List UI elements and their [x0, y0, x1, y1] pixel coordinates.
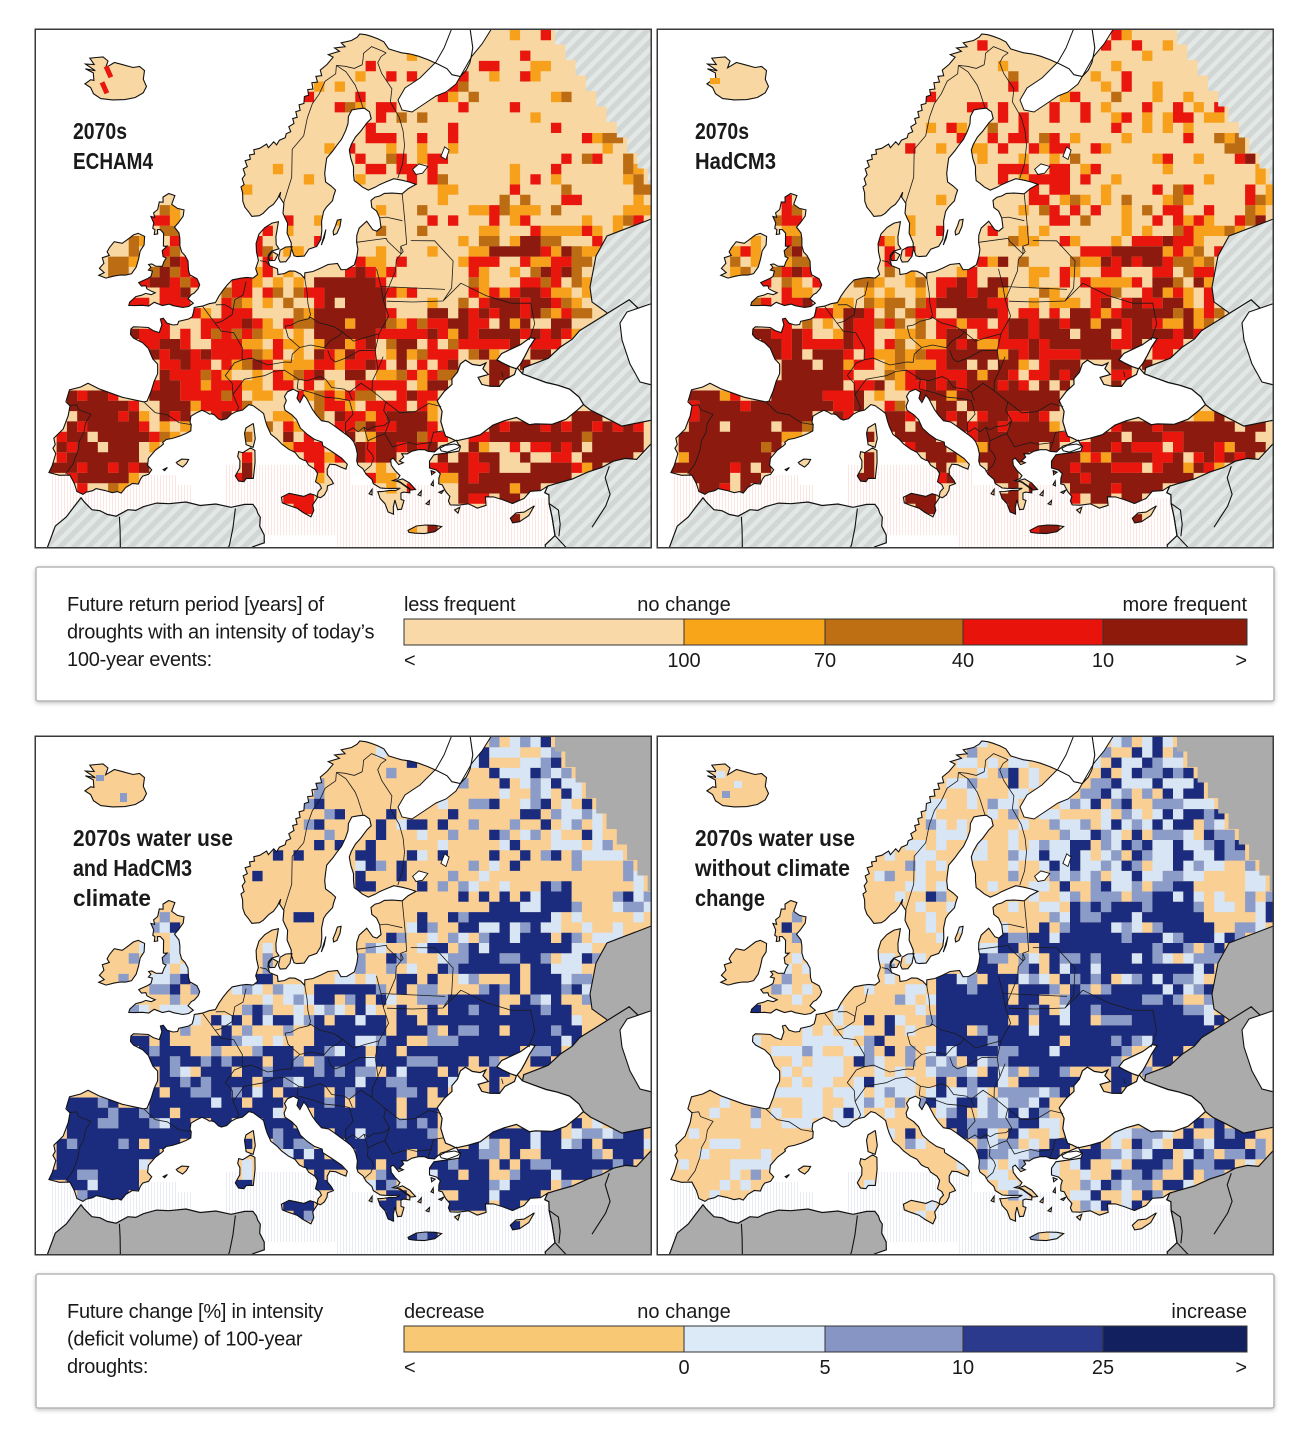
svg-text:without climate: without climate — [694, 855, 850, 881]
svg-text:HadCM3: HadCM3 — [695, 148, 776, 174]
svg-text:droughts:: droughts: — [67, 1356, 148, 1378]
svg-text:10: 10 — [952, 1357, 974, 1379]
svg-text:Future change [%] in intensity: Future change [%] in intensity — [67, 1301, 323, 1323]
svg-text:droughts with an intensity of: droughts with an intensity of today’s — [67, 622, 374, 644]
svg-text:and HadCM3: and HadCM3 — [73, 855, 192, 881]
svg-text:(deficit volume) of 100-year: (deficit volume) of 100-year — [67, 1329, 303, 1351]
svg-text:10: 10 — [1092, 650, 1114, 672]
svg-text:0: 0 — [678, 1357, 689, 1379]
svg-text:no change: no change — [637, 594, 730, 616]
svg-text:70: 70 — [814, 650, 836, 672]
svg-text:100: 100 — [667, 650, 700, 672]
svg-text:2070s water use: 2070s water use — [73, 825, 233, 851]
svg-text:2070s: 2070s — [73, 118, 127, 144]
svg-text:more frequent: more frequent — [1122, 594, 1247, 616]
svg-text:decrease: decrease — [404, 1301, 484, 1323]
svg-text:40: 40 — [952, 650, 974, 672]
svg-text:5: 5 — [819, 1357, 830, 1379]
svg-text:climate: climate — [73, 885, 151, 911]
svg-text:increase: increase — [1171, 1301, 1247, 1323]
svg-text:ECHAM4: ECHAM4 — [73, 148, 153, 174]
svg-text:<: < — [404, 1357, 415, 1379]
svg-text:<: < — [404, 650, 415, 672]
svg-text:2070s: 2070s — [695, 118, 749, 144]
svg-text:change: change — [695, 885, 765, 911]
svg-text:Future return period [years] o: Future return period [years] of — [67, 594, 325, 616]
svg-text:>: > — [1235, 650, 1247, 672]
svg-text:100-year events:: 100-year events: — [67, 649, 212, 671]
svg-text:2070s water use: 2070s water use — [695, 825, 855, 851]
svg-text:25: 25 — [1092, 1357, 1114, 1379]
svg-text:no change: no change — [637, 1301, 730, 1323]
svg-text:>: > — [1235, 1357, 1247, 1379]
svg-text:less frequent: less frequent — [404, 594, 516, 616]
